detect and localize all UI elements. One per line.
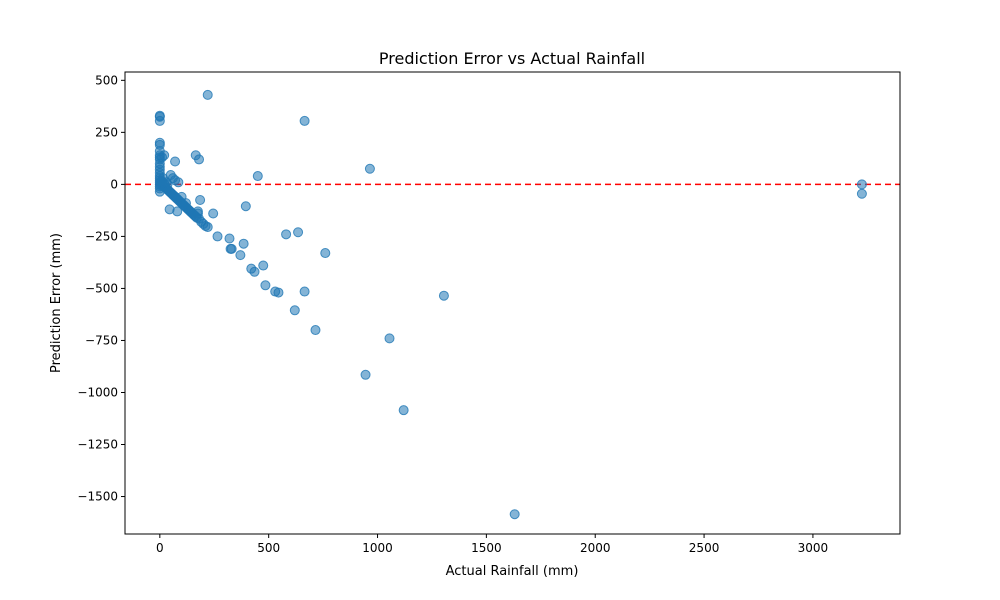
- x-axis-label: Actual Rainfall (mm): [446, 564, 579, 579]
- data-point: [310, 325, 321, 336]
- y-tick-label: −1500: [77, 490, 118, 504]
- data-point: [856, 188, 867, 199]
- y-tick-label: 250: [95, 125, 118, 139]
- data-point: [208, 208, 219, 219]
- data-point: [224, 233, 235, 244]
- data-point: [289, 305, 300, 316]
- data-point: [299, 115, 310, 126]
- data-point: [249, 266, 260, 277]
- data-point: [202, 222, 213, 233]
- chart-title: Prediction Error vs Actual Rainfall: [379, 49, 645, 68]
- plot-frame: [124, 71, 901, 535]
- x-tick-label: 2000: [580, 541, 611, 555]
- data-point: [293, 227, 304, 238]
- data-point: [360, 369, 371, 380]
- data-point: [202, 89, 213, 100]
- data-point: [195, 194, 206, 205]
- data-point: [240, 201, 251, 212]
- y-tick-label: −250: [85, 229, 118, 243]
- data-point: [273, 287, 284, 298]
- data-point: [299, 286, 310, 297]
- data-point: [320, 248, 331, 259]
- data-point: [226, 243, 237, 254]
- y-tick-label: 500: [95, 73, 118, 87]
- x-tick-label: 3000: [798, 541, 829, 555]
- points-layer: [154, 89, 867, 520]
- y-tick-label: 0: [110, 177, 118, 191]
- data-point: [258, 260, 269, 271]
- y-tick-label: −500: [85, 281, 118, 295]
- data-point: [235, 250, 246, 261]
- x-tick-label: 500: [257, 541, 280, 555]
- data-point: [194, 154, 205, 165]
- y-axis: 500 250 0 −250 −500 −750 −1000 −1250 −1500: [77, 73, 125, 504]
- y-tick-label: −750: [85, 333, 118, 347]
- x-tick-label: 1000: [362, 541, 393, 555]
- data-point: [364, 163, 375, 174]
- data-point: [170, 156, 181, 167]
- x-tick-label: 1500: [471, 541, 502, 555]
- y-tick-label: −1000: [77, 385, 118, 399]
- data-point: [173, 177, 184, 188]
- x-tick-label: 2500: [689, 541, 720, 555]
- data-point: [856, 179, 867, 190]
- y-axis-label: Prediction Error (mm): [49, 233, 64, 373]
- data-point: [509, 509, 520, 520]
- data-point: [384, 333, 395, 344]
- data-point: [212, 231, 223, 242]
- data-point: [398, 405, 409, 416]
- data-point: [159, 150, 170, 161]
- data-point: [172, 206, 183, 217]
- y-tick-label: −1250: [77, 438, 118, 452]
- data-point: [438, 290, 449, 301]
- data-point: [154, 115, 165, 126]
- data-point: [238, 238, 249, 249]
- x-axis: 0 500 1000 1500 2000 2500 3000: [156, 534, 828, 555]
- data-point: [260, 280, 271, 291]
- data-point: [252, 171, 263, 182]
- data-point: [281, 229, 292, 240]
- x-tick-label: 0: [156, 541, 164, 555]
